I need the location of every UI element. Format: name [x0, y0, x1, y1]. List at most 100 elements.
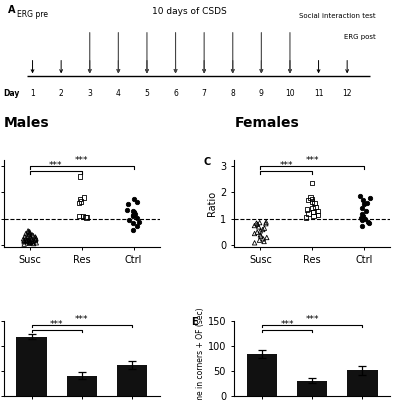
Point: [254, 229, 260, 235]
Text: 4: 4: [116, 89, 121, 98]
Point: [30, 240, 36, 246]
Point: [27, 239, 33, 246]
Bar: [247, 354, 277, 396]
Text: Females: Females: [234, 116, 299, 130]
Text: 3: 3: [87, 89, 92, 98]
Text: ***: ***: [281, 320, 294, 330]
Point: [82, 214, 89, 220]
Point: [366, 220, 372, 226]
Text: ***: ***: [49, 161, 63, 170]
Point: [258, 233, 264, 239]
Point: [27, 238, 33, 245]
Point: [260, 236, 266, 242]
Text: 9: 9: [259, 89, 264, 98]
Point: [360, 197, 366, 204]
Text: C: C: [203, 157, 210, 167]
Point: [261, 225, 268, 231]
Point: [254, 221, 260, 228]
Point: [359, 205, 366, 212]
Text: Males: Males: [4, 116, 50, 130]
Point: [357, 193, 363, 200]
Point: [251, 230, 258, 237]
Point: [363, 208, 370, 214]
Text: 10: 10: [285, 89, 295, 98]
Point: [263, 219, 269, 225]
Text: E: E: [191, 317, 197, 327]
Point: [76, 200, 82, 206]
Text: 7: 7: [202, 89, 206, 98]
Point: [27, 239, 33, 245]
Point: [366, 194, 373, 201]
Point: [130, 226, 136, 233]
Point: [261, 238, 267, 245]
Text: ***: ***: [75, 156, 89, 165]
Point: [29, 238, 35, 244]
Point: [309, 196, 315, 202]
Point: [358, 214, 364, 221]
Text: 12: 12: [342, 89, 352, 98]
Point: [257, 232, 264, 238]
Bar: [297, 381, 327, 396]
Text: 1: 1: [30, 89, 35, 98]
Text: 6: 6: [173, 89, 178, 98]
Point: [130, 213, 136, 220]
Point: [20, 236, 27, 242]
Point: [312, 204, 319, 210]
Point: [129, 220, 136, 226]
Text: 10 days of CSDS: 10 days of CSDS: [152, 7, 227, 16]
Point: [24, 237, 30, 243]
Text: ***: ***: [305, 316, 319, 324]
Point: [33, 236, 39, 242]
Point: [251, 222, 258, 229]
Point: [25, 229, 31, 235]
Point: [264, 234, 270, 241]
Point: [361, 201, 367, 208]
Point: [80, 212, 86, 219]
Point: [134, 214, 140, 221]
Point: [260, 226, 266, 233]
Point: [26, 236, 32, 243]
Point: [256, 224, 262, 230]
Point: [27, 233, 33, 239]
Point: [311, 200, 318, 206]
Text: ERG post: ERG post: [344, 34, 376, 40]
Text: Social interaction test: Social interaction test: [299, 14, 376, 20]
Y-axis label: Ratio: Ratio: [207, 191, 217, 216]
Point: [23, 235, 30, 241]
Point: [131, 209, 137, 216]
Text: 8: 8: [230, 89, 235, 98]
Point: [28, 236, 34, 242]
Point: [309, 180, 315, 186]
Point: [309, 205, 316, 212]
Point: [32, 237, 39, 243]
Point: [126, 217, 132, 224]
Point: [130, 212, 136, 218]
Point: [26, 240, 32, 246]
Text: 2: 2: [59, 89, 63, 98]
Point: [134, 222, 140, 229]
Text: 11: 11: [314, 89, 323, 98]
Point: [26, 228, 33, 235]
Point: [30, 232, 36, 239]
Point: [25, 228, 31, 234]
Point: [310, 213, 317, 220]
Bar: [17, 337, 46, 396]
Point: [307, 194, 314, 201]
Point: [30, 240, 37, 247]
Point: [256, 237, 263, 243]
Bar: [117, 365, 147, 396]
Point: [314, 208, 321, 214]
Point: [362, 216, 368, 222]
Point: [83, 214, 89, 221]
Point: [21, 237, 27, 244]
Point: [76, 213, 82, 220]
Point: [305, 197, 311, 204]
Point: [31, 238, 37, 244]
Point: [28, 234, 34, 241]
Point: [309, 198, 315, 205]
Point: [364, 200, 370, 206]
Point: [361, 213, 367, 220]
Point: [21, 238, 27, 245]
Point: [310, 209, 316, 216]
Point: [78, 198, 84, 205]
